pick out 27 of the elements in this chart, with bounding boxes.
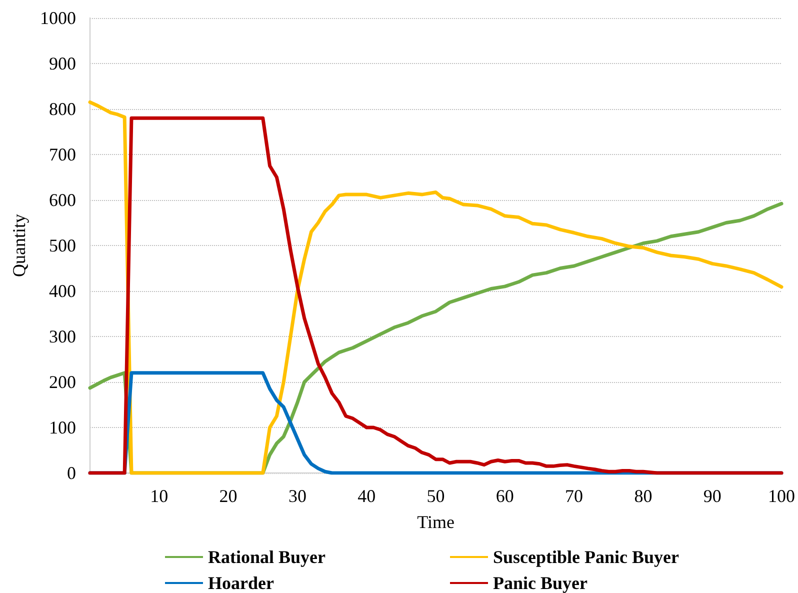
y-axis-title: Quantity	[9, 214, 29, 277]
legend-label: Panic Buyer	[493, 573, 588, 593]
x-tick-label: 60	[496, 486, 514, 506]
y-tick-label: 1000	[40, 8, 76, 28]
y-tick-label: 0	[67, 463, 76, 483]
x-tick-label: 100	[768, 486, 795, 506]
y-tick-label: 300	[49, 326, 76, 346]
y-tick-label: 700	[49, 144, 76, 164]
legend-label: Rational Buyer	[208, 547, 326, 567]
x-tick-label: 90	[703, 486, 722, 506]
x-tick-label: 50	[426, 486, 445, 506]
legend-label: Susceptible Panic Buyer	[493, 547, 680, 567]
x-tick-label: 70	[565, 486, 584, 506]
y-tick-label: 600	[49, 190, 76, 210]
x-tick-label: 40	[358, 486, 376, 506]
x-tick-label: 20	[219, 486, 238, 506]
x-tick-label: 10	[150, 486, 168, 506]
legend-label: Hoarder	[208, 573, 274, 593]
y-tick-label: 900	[49, 54, 76, 74]
x-tick-label: 80	[634, 486, 652, 506]
y-tick-label: 100	[49, 418, 76, 438]
x-axis-title: Time	[417, 512, 454, 532]
y-tick-label: 400	[49, 281, 76, 301]
y-tick-label: 800	[49, 99, 76, 119]
x-tick-label: 30	[288, 486, 306, 506]
y-tick-label: 500	[49, 236, 76, 256]
y-tick-label: 200	[49, 372, 76, 392]
